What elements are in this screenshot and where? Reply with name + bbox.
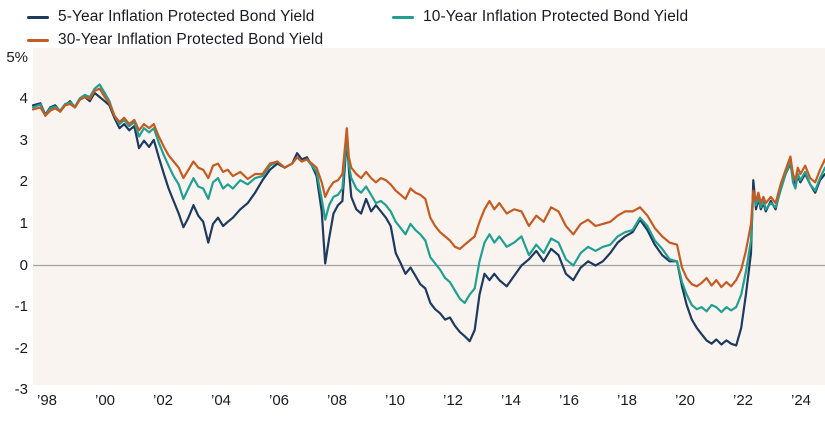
legend-item-10-year: 10-Year Inflation Protected Bond Yield xyxy=(392,7,688,27)
y-tick-label: -2 xyxy=(14,340,28,357)
x-tick-label: ’20 xyxy=(674,392,696,409)
legend-swatch-10-year-icon xyxy=(392,15,414,19)
y-tick-label: 0 xyxy=(19,257,28,274)
y-tick-label: -3 xyxy=(14,381,28,398)
x-tick-label: ’00 xyxy=(94,392,116,409)
x-tick-label: ’06 xyxy=(268,392,290,409)
legend-swatch-5-year-icon xyxy=(27,15,49,19)
y-tick-label: -1 xyxy=(14,298,28,315)
legend-item-5-year: 5-Year Inflation Protected Bond Yield xyxy=(27,7,314,27)
series-line-30-year xyxy=(31,87,825,289)
legend-label-30-year: 30-Year Inflation Protected Bond Yield xyxy=(58,31,324,48)
x-tick-label: ’24 xyxy=(790,392,812,409)
x-tick-label: ’22 xyxy=(732,392,754,409)
y-tick-label: 1 xyxy=(19,215,28,232)
y-tick-label: 4 xyxy=(19,90,28,107)
x-tick-label: ’02 xyxy=(152,392,174,409)
legend-label-10-year: 10-Year Inflation Protected Bond Yield xyxy=(423,8,689,25)
legend-swatch-30-year-icon xyxy=(27,38,49,42)
x-tick-label: ’12 xyxy=(442,392,464,409)
x-tick-label: ’08 xyxy=(326,392,348,409)
x-tick-label: ’16 xyxy=(558,392,580,409)
y-tick-label: 3 xyxy=(19,132,28,149)
x-tick-label: ’10 xyxy=(384,392,406,409)
y-tick-label: 2 xyxy=(19,173,28,190)
series-line-5-year xyxy=(31,91,825,347)
x-tick-label: ’04 xyxy=(210,392,232,409)
x-tick-label: ’14 xyxy=(500,392,522,409)
x-tick-label: ’18 xyxy=(616,392,638,409)
legend-label-5-year: 5-Year Inflation Protected Bond Yield xyxy=(58,8,315,25)
x-tick-label: ’98 xyxy=(36,392,58,409)
legend-item-30-year: 30-Year Inflation Protected Bond Yield xyxy=(27,30,323,50)
y-tick-label: 5% xyxy=(6,49,28,66)
series-line-10-year xyxy=(31,83,825,314)
